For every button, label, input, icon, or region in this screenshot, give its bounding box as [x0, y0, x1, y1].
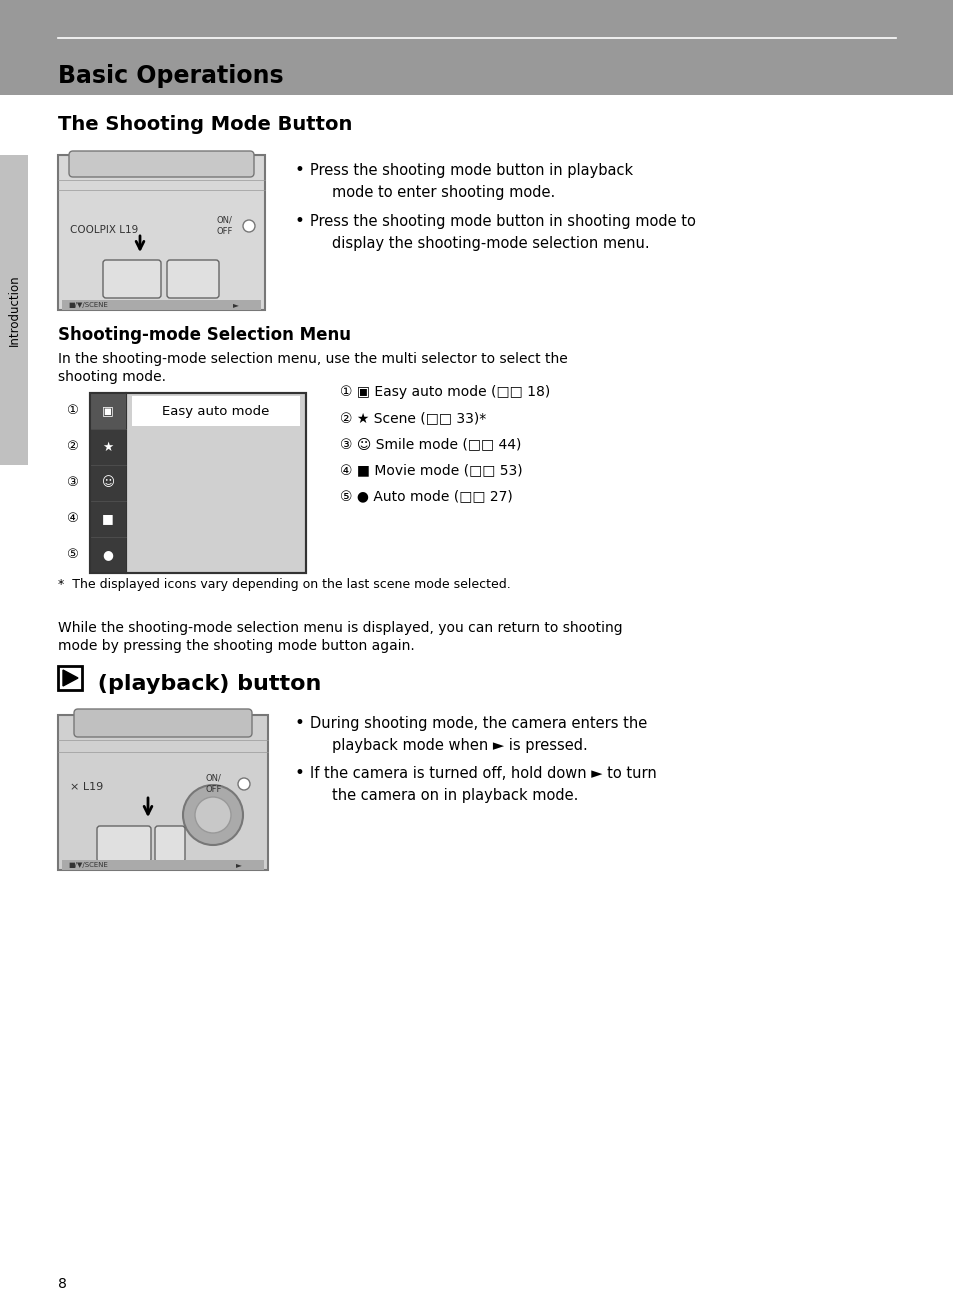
FancyBboxPatch shape [74, 710, 252, 737]
Text: ■/▼/SCENE: ■/▼/SCENE [68, 302, 108, 307]
Bar [90, 501, 126, 537]
Polygon shape [63, 670, 78, 686]
Bar [90, 393, 306, 573]
FancyArrowPatch shape [144, 798, 152, 815]
Text: ④ ■ Movie mode (□□ 53): ④ ■ Movie mode (□□ 53) [339, 463, 522, 477]
FancyBboxPatch shape [154, 827, 185, 862]
Text: ⑤ ● Auto mode (□□ 27): ⑤ ● Auto mode (□□ 27) [339, 489, 512, 503]
Bar [90, 393, 126, 573]
Text: ■: ■ [102, 512, 113, 526]
Bar [90, 428, 126, 465]
Bar [126, 393, 306, 573]
Text: ON/: ON/ [206, 774, 222, 783]
Text: ☺: ☺ [101, 477, 114, 490]
Text: × L19: × L19 [70, 782, 103, 792]
Bar [58, 715, 268, 870]
FancyBboxPatch shape [167, 260, 219, 298]
Bar [58, 666, 82, 690]
Text: COOLPIX L19: COOLPIX L19 [70, 225, 138, 235]
Text: ●: ● [103, 548, 113, 561]
Text: Basic Operations: Basic Operations [58, 64, 283, 88]
Text: mode to enter shooting mode.: mode to enter shooting mode. [332, 185, 555, 200]
Text: *  The displayed icons vary depending on the last scene mode selected.: * The displayed icons vary depending on … [58, 578, 510, 591]
Text: Press the shooting mode button in playback: Press the shooting mode button in playba… [310, 163, 633, 177]
Text: OFF: OFF [216, 227, 233, 237]
Bar [0, 0, 953, 95]
Text: Introduction: Introduction [8, 275, 20, 346]
Bar [90, 393, 126, 428]
Text: ③ ☺ Smile mode (□□ 44): ③ ☺ Smile mode (□□ 44) [339, 438, 521, 451]
Text: ②: ② [66, 440, 78, 453]
Text: ④: ④ [66, 512, 78, 526]
Text: ① ▣ Easy auto mode (□□ 18): ① ▣ Easy auto mode (□□ 18) [339, 385, 550, 399]
Circle shape [237, 778, 250, 790]
Text: Easy auto mode: Easy auto mode [162, 405, 270, 418]
Text: While the shooting-mode selection menu is displayed, you can return to shooting: While the shooting-mode selection menu i… [58, 622, 622, 635]
Text: ▣: ▣ [102, 405, 113, 418]
Text: Press the shooting mode button in shooting mode to: Press the shooting mode button in shooti… [310, 214, 695, 229]
Text: mode by pressing the shooting mode button again.: mode by pressing the shooting mode butto… [58, 639, 415, 653]
FancyBboxPatch shape [97, 827, 151, 862]
FancyArrowPatch shape [136, 235, 144, 250]
Circle shape [243, 219, 254, 233]
Text: ►: ► [235, 861, 242, 870]
Text: shooting mode.: shooting mode. [58, 371, 166, 384]
Text: If the camera is turned off, hold down ► to turn: If the camera is turned off, hold down ►… [310, 766, 656, 781]
Text: display the shooting-mode selection menu.: display the shooting-mode selection menu… [332, 237, 649, 251]
Text: ■/▼/SCENE: ■/▼/SCENE [68, 862, 108, 869]
Bar [62, 300, 261, 310]
Text: ② ★ Scene (□□ 33)*: ② ★ Scene (□□ 33)* [339, 411, 486, 424]
Bar [90, 537, 126, 573]
Text: •: • [294, 212, 305, 230]
Bar [90, 465, 126, 501]
Text: ON/: ON/ [216, 215, 233, 225]
Text: •: • [294, 763, 305, 782]
Bar [0, 155, 28, 465]
Bar [132, 396, 299, 426]
FancyBboxPatch shape [103, 260, 161, 298]
Text: ①: ① [66, 405, 78, 418]
Text: ③: ③ [66, 477, 78, 490]
Text: the camera on in playback mode.: the camera on in playback mode. [332, 788, 578, 803]
Text: ►: ► [233, 301, 238, 310]
Text: •: • [294, 714, 305, 732]
Text: (playback) button: (playback) button [90, 674, 321, 694]
Circle shape [183, 784, 243, 845]
Text: 8: 8 [58, 1277, 67, 1290]
Text: ⑤: ⑤ [66, 548, 78, 561]
Circle shape [194, 798, 231, 833]
Text: •: • [294, 162, 305, 179]
Bar [62, 859, 264, 870]
Text: playback mode when ► is pressed.: playback mode when ► is pressed. [332, 738, 587, 753]
Text: ★: ★ [102, 440, 113, 453]
Text: Shooting-mode Selection Menu: Shooting-mode Selection Menu [58, 326, 351, 344]
Text: During shooting mode, the camera enters the: During shooting mode, the camera enters … [310, 716, 646, 731]
Text: OFF: OFF [206, 786, 222, 795]
Text: The Shooting Mode Button: The Shooting Mode Button [58, 116, 352, 134]
Text: In the shooting-mode selection menu, use the multi selector to select the: In the shooting-mode selection menu, use… [58, 352, 567, 367]
Bar [58, 155, 265, 310]
FancyBboxPatch shape [69, 151, 253, 177]
